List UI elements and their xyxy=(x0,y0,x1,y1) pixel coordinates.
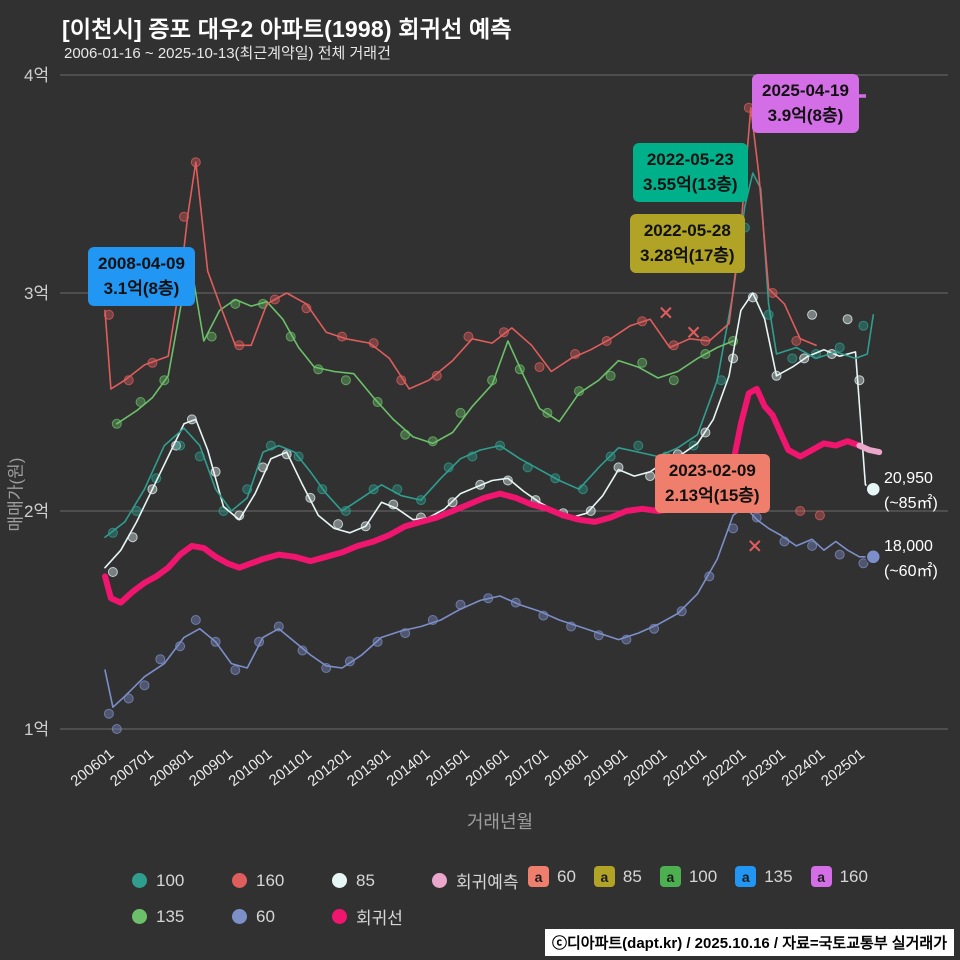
scatter-series-85 xyxy=(107,292,865,577)
legend-area-item-85[interactable]: a 85 xyxy=(593,866,642,887)
legend-label: 85 xyxy=(356,870,375,890)
legend-dot-icon xyxy=(332,909,347,924)
y-tick-label: 1억 xyxy=(24,720,49,739)
legend-label: 135 xyxy=(764,866,793,886)
legend-item-60[interactable]: 60 xyxy=(232,907,332,927)
legend-dot-icon xyxy=(232,909,247,924)
y-tick-label: 4억 xyxy=(24,66,49,85)
annotation-square-icon: a xyxy=(810,866,832,887)
legend-item-85[interactable]: 85 xyxy=(332,871,432,891)
scatter-series-135 xyxy=(111,288,739,447)
legend-label: 85 xyxy=(622,866,642,886)
legend-row-1: 100 160 85 회귀예측 xyxy=(132,868,532,893)
annotation-square-icon: a xyxy=(528,866,549,887)
x-tick-label: 201101 xyxy=(266,746,315,790)
legend-item-회귀선[interactable]: 회귀선 xyxy=(332,904,432,929)
annotation-square-icon: a xyxy=(659,866,681,887)
x-tick-label: 202401 xyxy=(779,746,829,790)
legend-label: 160 xyxy=(839,866,868,886)
x-tick-label: 201901 xyxy=(581,746,631,790)
x-tick-label: 202301 xyxy=(739,746,789,790)
cancelled-x-marker xyxy=(660,306,672,319)
legend-label: 60 xyxy=(557,866,576,886)
legend-dot-icon xyxy=(132,873,147,888)
x-tick-label: 201601 xyxy=(463,746,513,790)
x-axis-title: 거래년월 xyxy=(466,812,534,832)
end-dot xyxy=(865,481,882,497)
legend-item-회귀예측[interactable]: 회귀예측 xyxy=(432,868,532,893)
legend-area-item-135[interactable]: a 135 xyxy=(735,866,793,887)
legend-area-item-60[interactable]: a 60 xyxy=(528,866,576,887)
line-회귀예측 xyxy=(856,442,883,456)
x-tick-label: 201701 xyxy=(502,746,552,790)
legend-label: 100 xyxy=(688,866,718,886)
legend-item-100[interactable]: 100 xyxy=(132,871,232,891)
credit-footer: ⓒ디아파트(dapt.kr) / 2025.10.16 / 자료=국토교통부 실… xyxy=(544,929,954,956)
cancelled-x-marker xyxy=(749,540,761,552)
legend-label: 135 xyxy=(156,906,185,926)
x-tick-label: 201301 xyxy=(344,746,394,790)
line-회귀선 xyxy=(102,385,863,606)
x-tick-label: 201501 xyxy=(423,746,473,790)
page-subtitle: 2006-01-16 ~ 2025-10-13(최근계약일) 전체 거래건 xyxy=(64,45,391,62)
x-tick-label: 201401 xyxy=(384,746,434,790)
scatter-series-60 xyxy=(103,512,869,734)
x-tick-label: 200801 xyxy=(147,746,197,790)
y-axis-title: 매매가(원) xyxy=(6,457,26,532)
annotation-square-icon: a xyxy=(735,866,757,887)
legend-label: 회귀예측 xyxy=(456,873,519,892)
x-tick-label: 200901 xyxy=(186,746,236,790)
legend-label: 60 xyxy=(256,906,275,926)
legend-label: 100 xyxy=(156,870,185,890)
legend-dot-icon xyxy=(232,873,247,888)
x-tick-label: 201201 xyxy=(305,746,355,790)
legend-area-squares: a 60 a 85 a 100 a 135 a 160 xyxy=(528,866,886,887)
line-160 xyxy=(104,106,817,390)
line-60 xyxy=(104,505,875,709)
legend-item-135[interactable]: 135 xyxy=(132,907,232,927)
annotation-square-icon: a xyxy=(593,866,615,887)
page-title: [이천시] 증포 대우2 아파트(1998) 회귀선 예측 xyxy=(62,16,512,42)
line-100 xyxy=(104,172,875,539)
legend-dot-icon xyxy=(432,873,447,888)
end-dot xyxy=(865,549,882,565)
x-tick-label: 200701 xyxy=(107,746,157,790)
cancelled-x-marker xyxy=(687,326,700,338)
x-tick-label: 202201 xyxy=(700,746,750,790)
legend-label: 회귀선 xyxy=(356,909,403,928)
y-tick-label: 3억 xyxy=(24,284,49,303)
legend-row-2: 135 60 회귀선 xyxy=(132,904,432,929)
x-tick-label: 202101 xyxy=(660,746,710,790)
x-tick-label: 202501 xyxy=(818,746,868,790)
legend-area-item-100[interactable]: a 100 xyxy=(659,866,718,887)
line-85 xyxy=(104,292,875,569)
legend-dot-icon xyxy=(132,909,147,924)
legend-label: 160 xyxy=(256,870,285,890)
legend-item-160[interactable]: 160 xyxy=(232,871,332,891)
x-tick-label: 201801 xyxy=(542,746,592,790)
y-tick-label: 2억 xyxy=(24,502,49,521)
x-tick-label: 201001 xyxy=(226,746,276,790)
legend-dot-icon xyxy=(332,873,347,888)
x-tick-label: 202001 xyxy=(621,746,671,790)
legend-area-item-160[interactable]: a 160 xyxy=(810,866,868,887)
line-135 xyxy=(116,281,734,445)
x-tick-label: 200601 xyxy=(68,746,118,790)
